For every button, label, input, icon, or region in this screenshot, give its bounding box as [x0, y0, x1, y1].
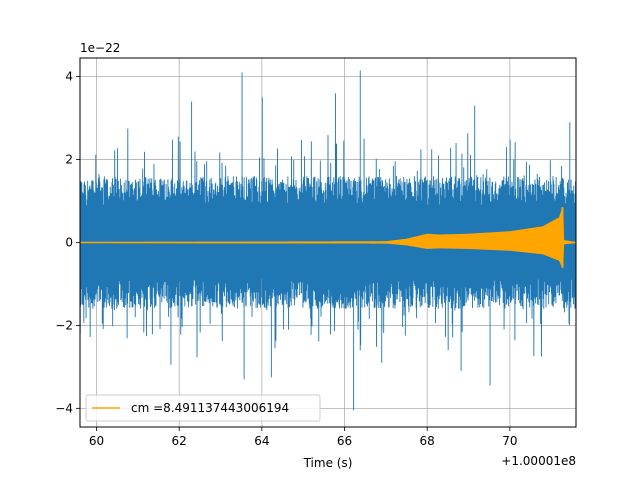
- y-tick-label: −4: [55, 401, 73, 415]
- x-ticks: 60 62 64 66 68 70: [89, 427, 518, 448]
- legend-box: [85, 394, 321, 422]
- y-ticks: −4 −2 0 2 4: [55, 70, 80, 415]
- x-tick-label: 66: [337, 434, 352, 448]
- x-offset-label: +1.00001e8: [501, 454, 576, 468]
- series-layer: [80, 70, 576, 411]
- strain-noise-series: [80, 70, 576, 411]
- x-tick-label: 62: [172, 434, 187, 448]
- y-scale-label: 1e−22: [80, 41, 120, 55]
- x-tick-label: 60: [89, 434, 104, 448]
- y-tick-label: 0: [65, 236, 73, 250]
- x-tick-label: 64: [254, 434, 269, 448]
- x-axis-label: Time (s): [303, 456, 353, 470]
- y-tick-label: 2: [65, 153, 73, 167]
- x-tick-label: 68: [420, 434, 435, 448]
- y-tick-label: −2: [55, 318, 73, 332]
- legend-entry: cm =8.491137443006194: [131, 401, 289, 415]
- y-tick-label: 4: [65, 70, 73, 84]
- legend: cm =8.491137443006194: [85, 394, 321, 422]
- x-tick-label: 70: [502, 434, 517, 448]
